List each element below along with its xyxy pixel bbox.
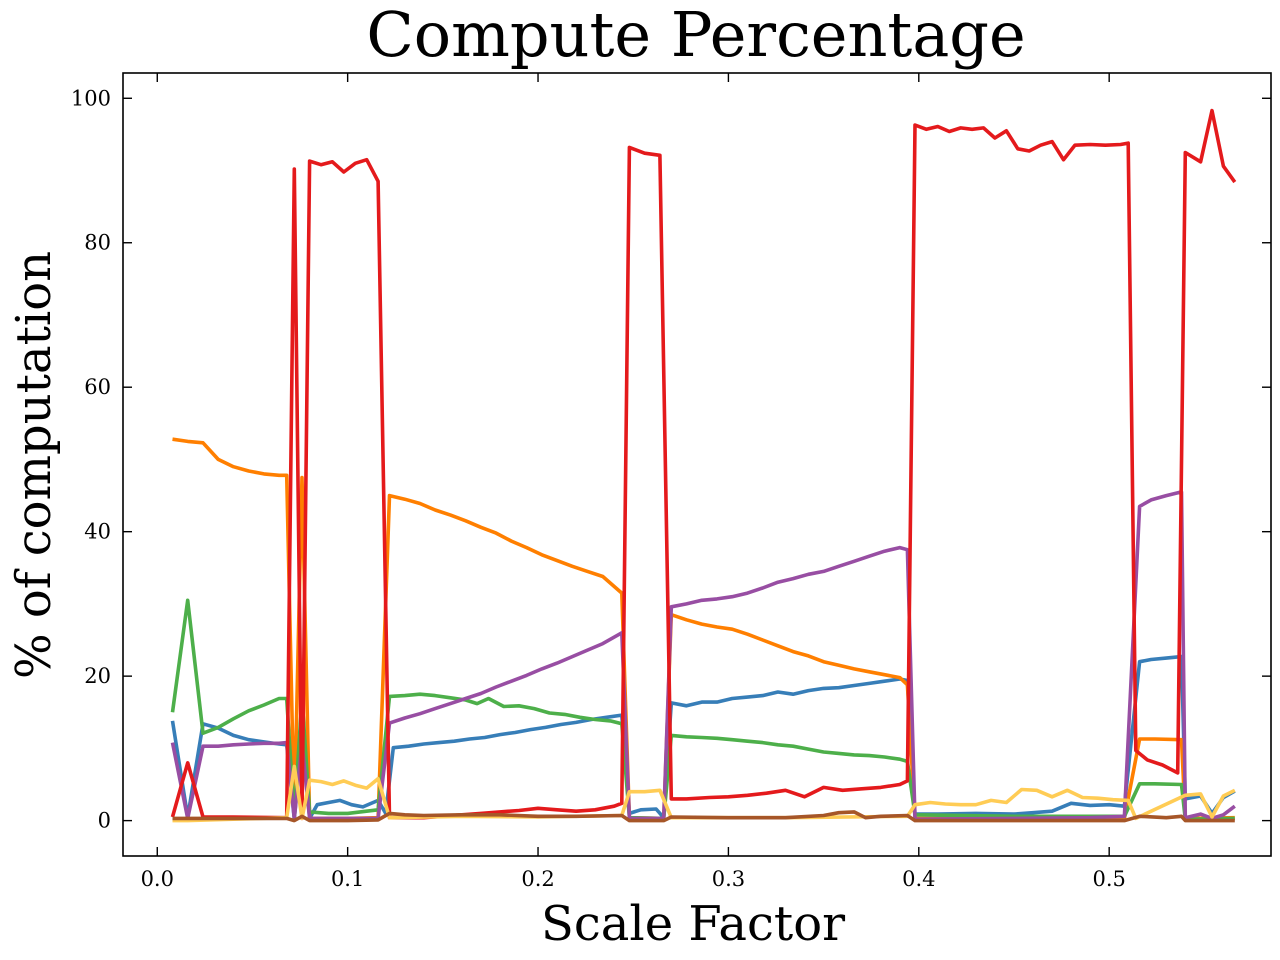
y-tick-label: 80 [84, 231, 111, 255]
series-line-7 [172, 810, 1235, 823]
y-tick-label: 60 [84, 375, 111, 399]
x-axis-label: Scale Factor [541, 896, 845, 952]
x-tick-label: 0.4 [902, 867, 935, 891]
series-line-4 [170, 490, 1236, 821]
x-tick-label: 0.2 [521, 867, 554, 891]
series-line-1 [170, 654, 1236, 821]
y-tick-label: 0 [98, 809, 111, 833]
x-tick-label: 0.5 [1092, 867, 1125, 891]
series-line-3 [170, 598, 1235, 821]
series-line-5 [170, 108, 1237, 821]
x-tick-label: 0.3 [712, 867, 745, 891]
y-tick-label: 20 [84, 664, 111, 688]
x-tick-label: 0.0 [141, 867, 174, 891]
y-tick-label: 40 [84, 520, 111, 544]
plot-frame [122, 72, 1272, 857]
y-axis-label: % of computation [6, 251, 62, 679]
y-tick-label: 100 [71, 86, 111, 110]
series-line-2 [172, 437, 1235, 821]
x-tick-label: 0.1 [331, 867, 364, 891]
x-axis-ticks: 0.0 0.1 0.2 0.3 0.4 0.5 [141, 73, 1126, 891]
plot-lines [170, 108, 1237, 823]
y-axis-ticks: 0 20 40 60 80 100 [71, 86, 1271, 833]
series-line-6 [172, 764, 1236, 823]
chart-title: Compute Percentage [366, 0, 1025, 71]
